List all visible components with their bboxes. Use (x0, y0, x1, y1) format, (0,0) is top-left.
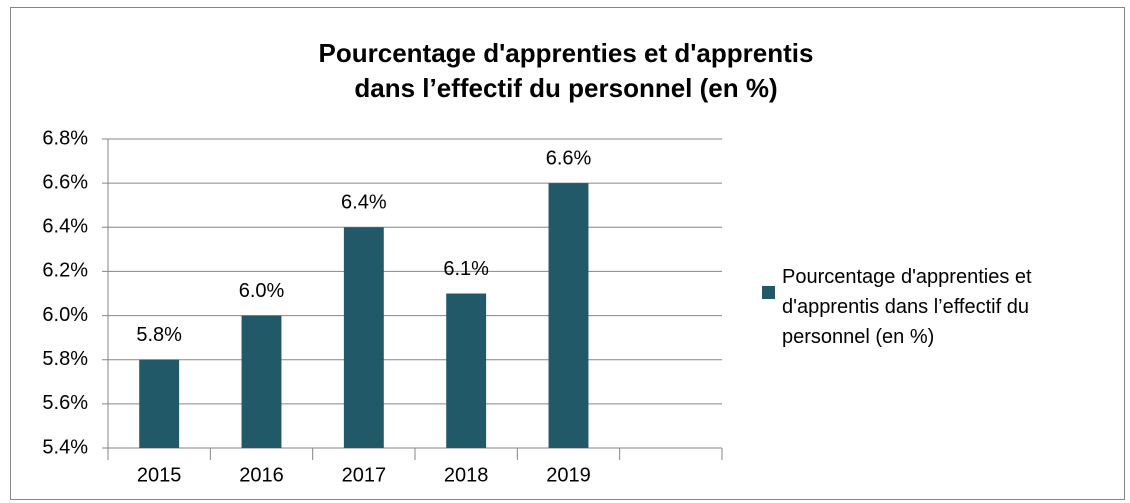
y-tick-label: 6.4% (42, 216, 88, 238)
x-tick-label: 2016 (239, 464, 284, 486)
y-tick-label: 5.4% (42, 436, 88, 458)
y-tick-label: 5.8% (42, 348, 88, 370)
bar (139, 359, 180, 448)
y-tick-label: 6.8% (42, 127, 88, 149)
x-tick-label: 2015 (137, 464, 182, 486)
data-label: 6.6% (546, 147, 592, 169)
legend-label: Pourcentage d'apprenties et d'apprentis … (782, 266, 1032, 348)
y-tick-label: 6.6% (42, 171, 88, 193)
y-tick-label: 5.6% (42, 392, 88, 414)
x-tick-label: 2019 (546, 464, 591, 486)
x-tick-label: 2018 (444, 464, 489, 486)
y-tick-label: 6.0% (42, 304, 88, 326)
data-label: 6.1% (443, 258, 489, 280)
x-tick-label: 2017 (342, 464, 387, 486)
data-label: 5.8% (136, 324, 182, 346)
legend-marker (762, 286, 775, 299)
chart-title: dans l’effectif du personnel (en %) (354, 73, 777, 103)
y-tick-label: 6.2% (42, 260, 88, 282)
data-label: 6.4% (341, 192, 387, 214)
data-label: 6.0% (239, 280, 285, 302)
bar (343, 227, 384, 448)
bar (548, 183, 589, 448)
bar (446, 293, 487, 448)
chart-title: Pourcentage d'apprenties et d'apprentis (319, 38, 814, 68)
chart-border (10, 7, 1125, 500)
bar (241, 315, 282, 448)
